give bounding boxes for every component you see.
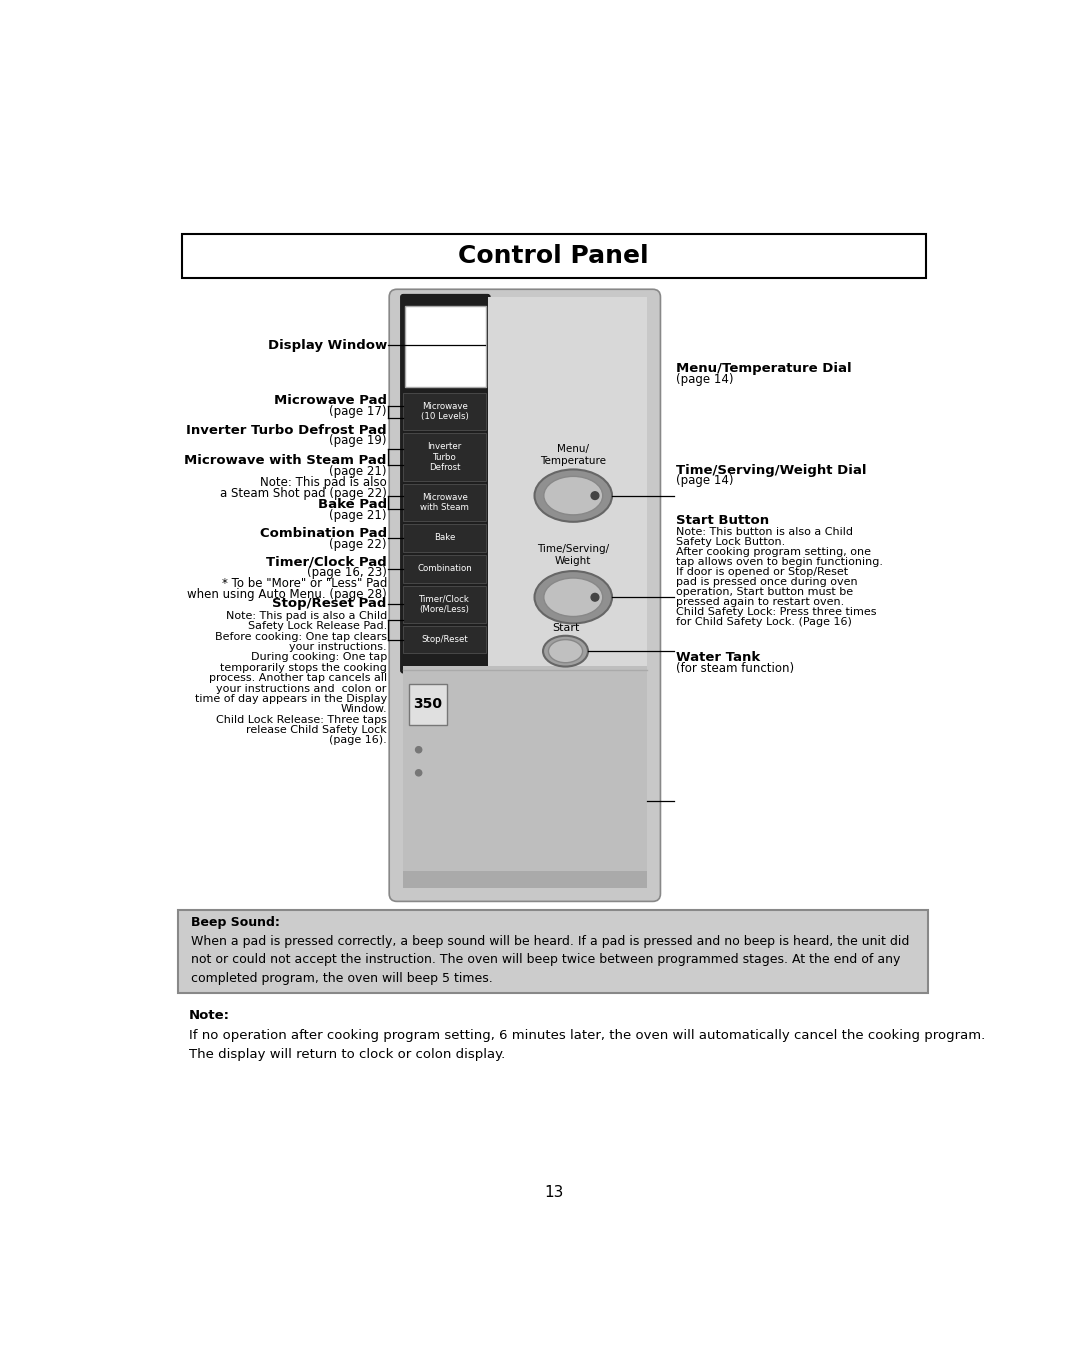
Text: If door is opened or Stop/Reset: If door is opened or Stop/Reset xyxy=(676,566,848,577)
Bar xyxy=(403,433,486,481)
Text: Start: Start xyxy=(552,622,579,633)
Text: (page 16, 23): (page 16, 23) xyxy=(307,566,387,579)
Text: Safety Lock Release Pad.: Safety Lock Release Pad. xyxy=(247,621,387,631)
Text: (page 14): (page 14) xyxy=(676,373,733,385)
Text: tap allows oven to begin functioning.: tap allows oven to begin functioning. xyxy=(676,557,883,566)
Text: After cooking program setting, one: After cooking program setting, one xyxy=(676,547,870,557)
Text: (page 22): (page 22) xyxy=(329,537,387,551)
Text: Bake: Bake xyxy=(434,533,456,543)
Text: Combination: Combination xyxy=(417,565,472,573)
Text: 13: 13 xyxy=(544,1185,563,1200)
Text: Microwave
with Steam: Microwave with Steam xyxy=(420,492,469,513)
Text: your instructions.: your instructions. xyxy=(289,642,387,653)
Text: Bake Pad: Bake Pad xyxy=(318,499,387,511)
Text: Timer/Clock
(More/Less): Timer/Clock (More/Less) xyxy=(419,595,470,614)
Text: a Steam Shot pad (page 22): a Steam Shot pad (page 22) xyxy=(220,487,387,500)
Text: During cooking: One tap: During cooking: One tap xyxy=(251,653,387,662)
Text: (page 19): (page 19) xyxy=(329,435,387,447)
Text: (page 14): (page 14) xyxy=(676,474,733,488)
Text: pad is pressed once during oven: pad is pressed once during oven xyxy=(676,577,858,587)
Bar xyxy=(403,484,486,521)
Circle shape xyxy=(591,594,598,600)
Text: operation, Start button must be: operation, Start button must be xyxy=(676,587,853,596)
Text: Combination Pad: Combination Pad xyxy=(260,526,387,540)
Text: Note: This button is also a Child: Note: This button is also a Child xyxy=(676,526,853,537)
FancyBboxPatch shape xyxy=(408,684,447,725)
Ellipse shape xyxy=(543,636,588,666)
Text: temporarily stops the cooking: temporarily stops the cooking xyxy=(220,662,387,673)
Text: Menu/
Temperature: Menu/ Temperature xyxy=(540,444,606,466)
Text: Stop/Reset Pad: Stop/Reset Pad xyxy=(272,596,387,610)
FancyBboxPatch shape xyxy=(400,293,490,673)
Bar xyxy=(403,661,486,670)
Text: Beep Sound:: Beep Sound: xyxy=(191,916,280,928)
Text: when using Auto Menu. (page 28): when using Auto Menu. (page 28) xyxy=(187,588,387,600)
Bar xyxy=(403,871,647,887)
Text: time of day appears in the Display: time of day appears in the Display xyxy=(194,694,387,703)
Bar xyxy=(488,298,647,666)
Ellipse shape xyxy=(549,640,582,662)
Circle shape xyxy=(591,492,598,499)
Text: Menu/Temperature Dial: Menu/Temperature Dial xyxy=(676,362,851,376)
Circle shape xyxy=(416,769,422,776)
Text: pressed again to restart oven.: pressed again to restart oven. xyxy=(676,596,845,607)
Text: Microwave with Steam Pad: Microwave with Steam Pad xyxy=(185,454,387,468)
Text: Stop/Reset: Stop/Reset xyxy=(421,635,468,644)
Text: Note: This pad is also a Child: Note: This pad is also a Child xyxy=(226,610,387,621)
Text: (page 21): (page 21) xyxy=(329,509,387,522)
Text: release Child Safety Lock: release Child Safety Lock xyxy=(246,725,387,735)
Text: Start Button: Start Button xyxy=(676,514,769,526)
Ellipse shape xyxy=(535,469,612,522)
Text: Inverter
Turbo
Defrost: Inverter Turbo Defrost xyxy=(428,443,462,472)
Text: If no operation after cooking program setting, 6 minutes later, the oven will au: If no operation after cooking program se… xyxy=(189,1030,986,1061)
Text: process. Another tap cancels all: process. Another tap cancels all xyxy=(208,673,387,683)
Text: (page 17): (page 17) xyxy=(329,406,387,418)
Text: Microwave Pad: Microwave Pad xyxy=(274,393,387,407)
Text: When a pad is pressed correctly, a beep sound will be heard. If a pad is pressed: When a pad is pressed correctly, a beep … xyxy=(191,935,909,984)
Text: Water Tank: Water Tank xyxy=(676,651,760,664)
Text: for Child Safety Lock. (Page 16): for Child Safety Lock. (Page 16) xyxy=(676,617,852,627)
Bar xyxy=(403,585,486,622)
Circle shape xyxy=(416,747,422,753)
Text: 350: 350 xyxy=(414,698,443,712)
Text: Child Safety Lock: Press three times: Child Safety Lock: Press three times xyxy=(676,607,877,617)
Text: Time/Serving/Weight Dial: Time/Serving/Weight Dial xyxy=(676,463,866,477)
Bar xyxy=(403,555,486,583)
FancyBboxPatch shape xyxy=(177,910,928,993)
FancyBboxPatch shape xyxy=(181,234,926,278)
Text: (page 16).: (page 16). xyxy=(329,735,387,746)
Text: Child Lock Release: Three taps: Child Lock Release: Three taps xyxy=(216,714,387,725)
Text: Before cooking: One tap clears: Before cooking: One tap clears xyxy=(215,632,387,642)
Bar xyxy=(405,306,486,387)
Bar xyxy=(403,666,647,887)
Bar xyxy=(403,625,486,654)
Text: Note:: Note: xyxy=(189,1009,230,1021)
Text: Microwave
(10 Levels): Microwave (10 Levels) xyxy=(421,402,469,421)
FancyBboxPatch shape xyxy=(389,289,661,901)
Text: * To be "More" or "Less" Pad: * To be "More" or "Less" Pad xyxy=(221,577,387,590)
Text: (page 21): (page 21) xyxy=(329,465,387,478)
Text: Display Window: Display Window xyxy=(268,339,387,352)
Text: Inverter Turbo Defrost Pad: Inverter Turbo Defrost Pad xyxy=(186,424,387,437)
Text: Time/Serving/
Weight: Time/Serving/ Weight xyxy=(537,544,609,566)
Ellipse shape xyxy=(544,579,603,617)
Text: Note: This pad is also: Note: This pad is also xyxy=(260,476,387,489)
Text: Safety Lock Button.: Safety Lock Button. xyxy=(676,537,785,547)
Text: Window.: Window. xyxy=(340,705,387,714)
Bar xyxy=(403,393,486,430)
Text: Timer/Clock Pad: Timer/Clock Pad xyxy=(266,555,387,569)
Text: Control Panel: Control Panel xyxy=(458,244,649,269)
Ellipse shape xyxy=(535,572,612,624)
Text: (for steam function): (for steam function) xyxy=(676,662,794,675)
Bar xyxy=(403,524,486,553)
Ellipse shape xyxy=(544,476,603,515)
Text: your instructions and  colon or: your instructions and colon or xyxy=(216,684,387,694)
